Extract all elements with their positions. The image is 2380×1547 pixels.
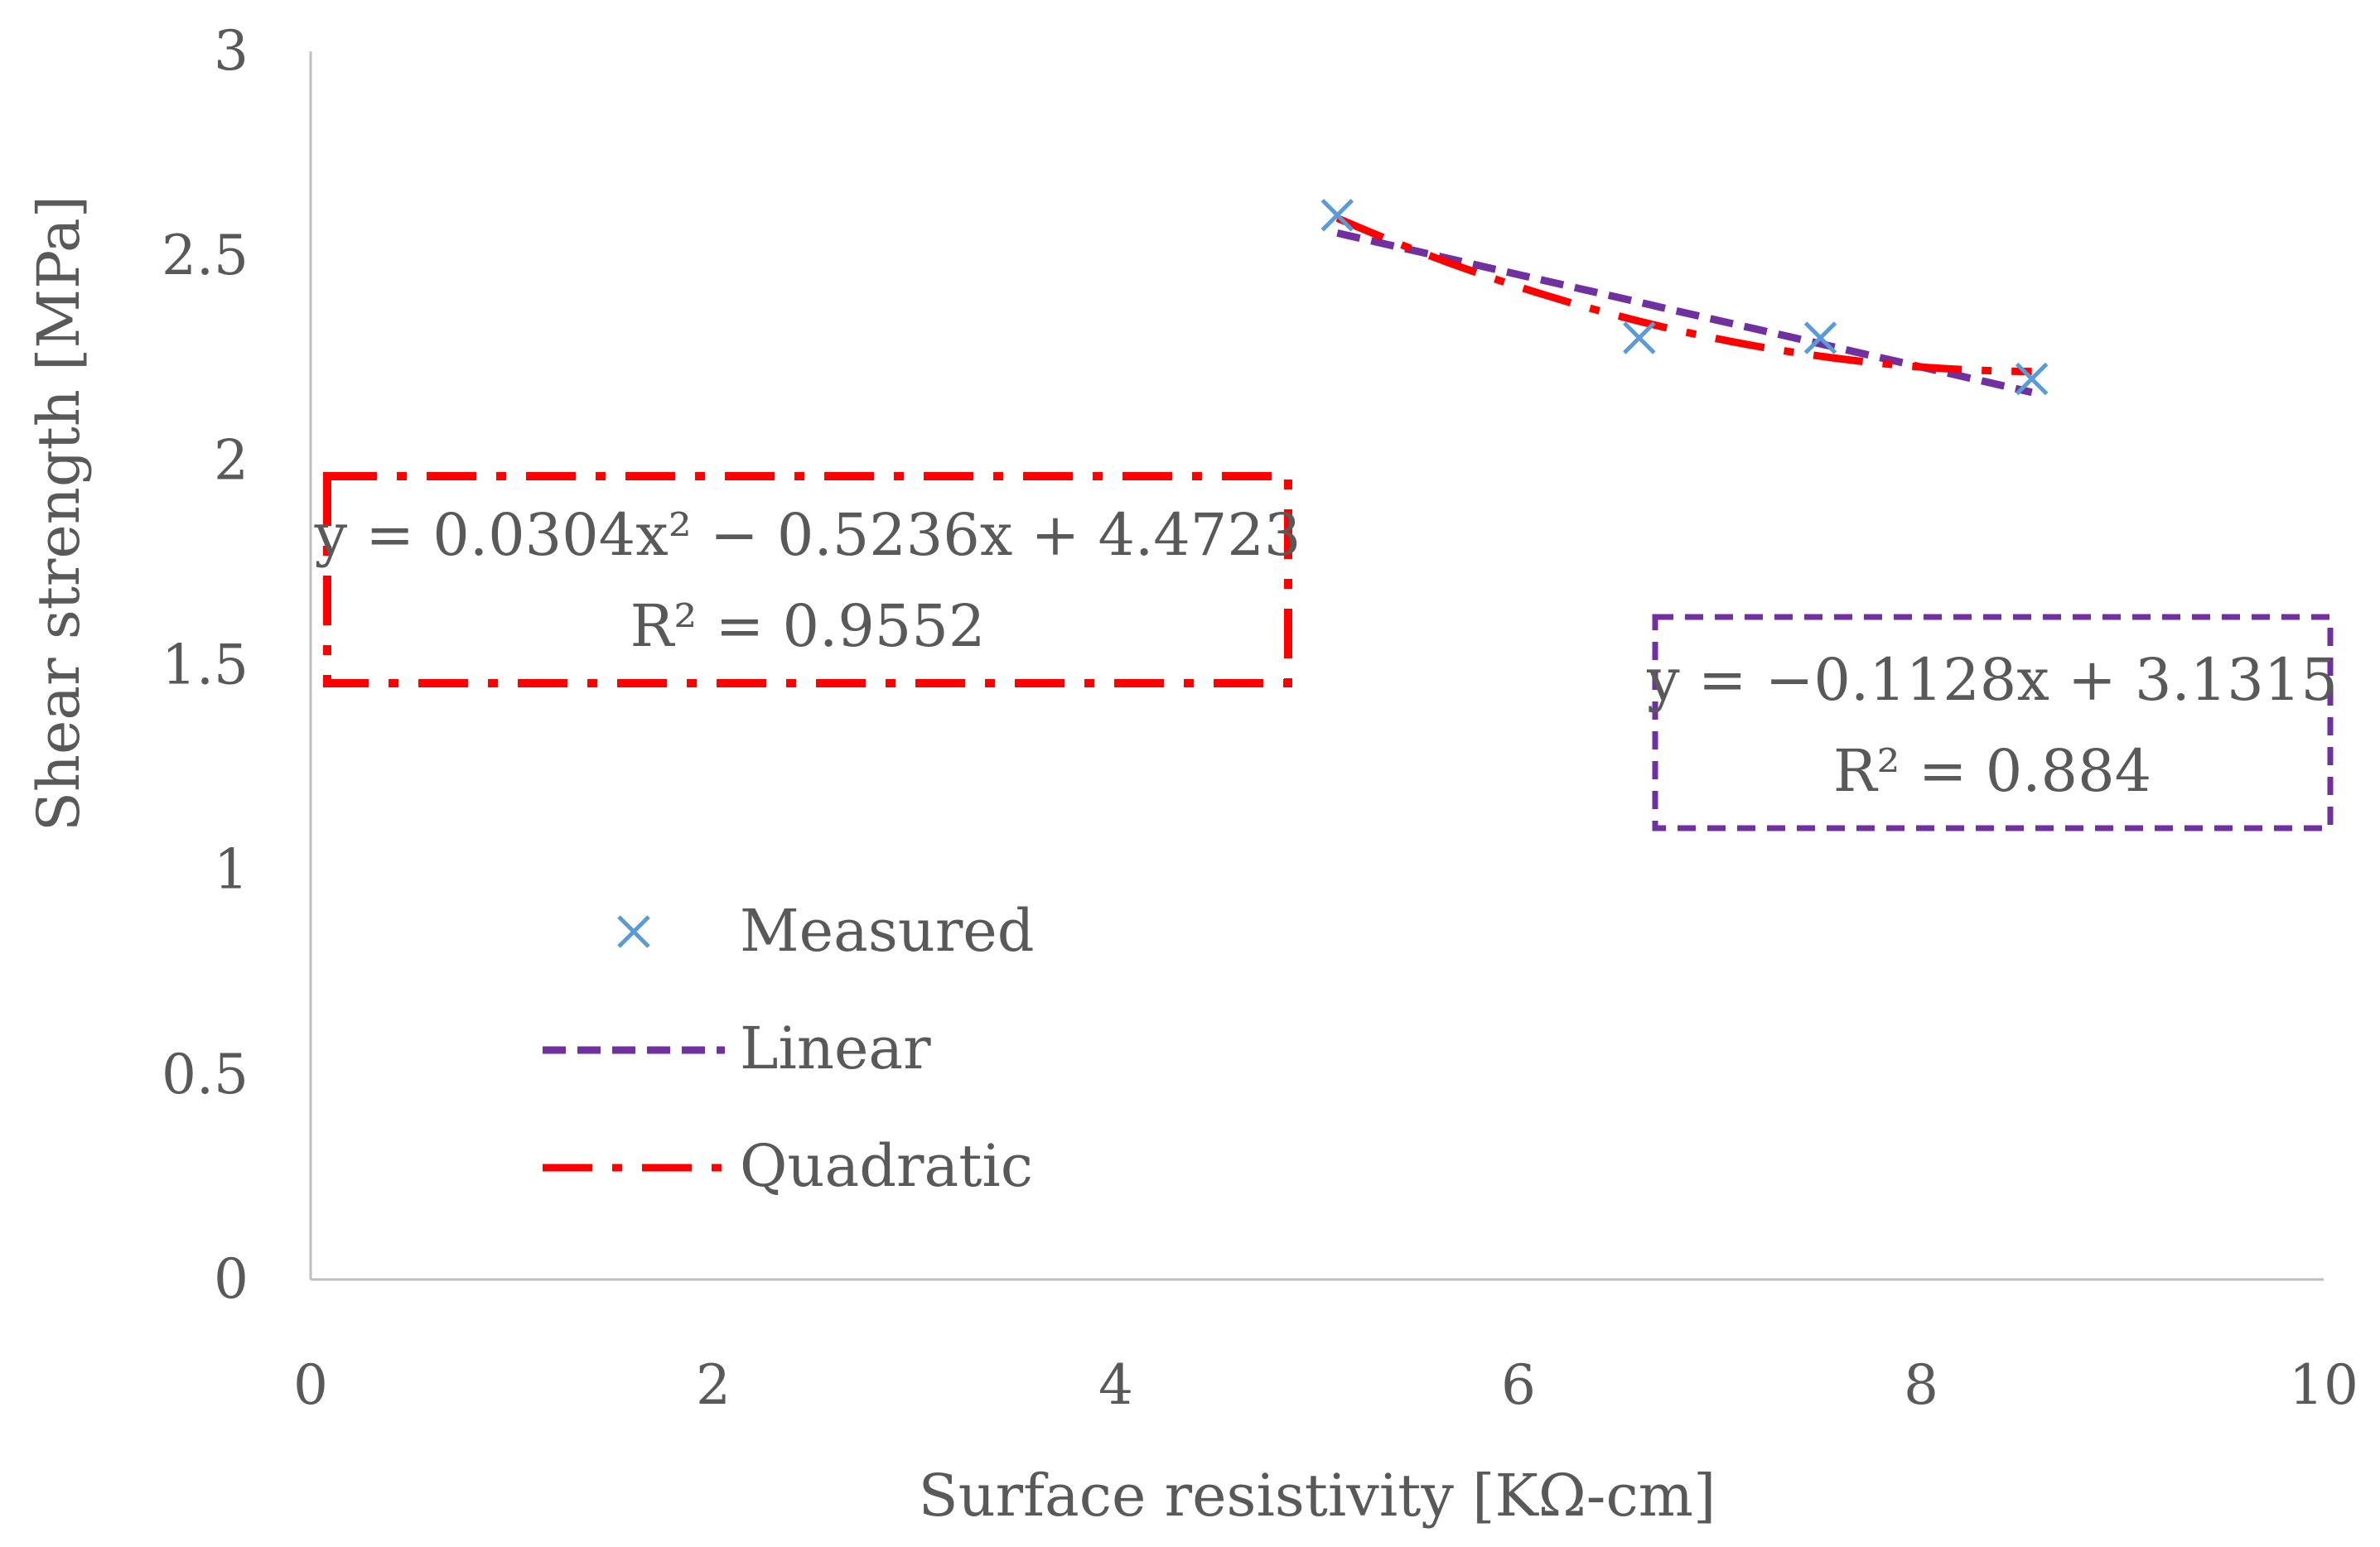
measured-point bbox=[1803, 321, 1837, 354]
quadratic-equation: y = 0.0304x² − 0.5236x + 4.4723 bbox=[314, 501, 1301, 569]
quadratic-equation-box bbox=[323, 472, 1292, 687]
y-tick-label: 2 bbox=[214, 428, 249, 492]
y-tick-label: 2.5 bbox=[162, 224, 249, 287]
x-tick-label: 4 bbox=[1098, 1353, 1133, 1417]
legend: Measured Linear Quadratic bbox=[543, 897, 1035, 1200]
y-tick-label: 0.5 bbox=[162, 1043, 249, 1106]
quadratic-r2: R² = 0.9552 bbox=[630, 592, 986, 660]
legend-quadratic-label: Quadratic bbox=[740, 1132, 1033, 1200]
y-axis-label: Shear strength [MPa] bbox=[25, 195, 93, 831]
linear-equation: y = −0.1128x + 3.1315 bbox=[1646, 646, 2338, 714]
legend-x-marker bbox=[617, 915, 650, 948]
x-tick-label: 8 bbox=[1904, 1353, 1938, 1417]
linear-equation-box bbox=[1652, 614, 2334, 831]
y-tick-label: 0 bbox=[214, 1247, 249, 1311]
measured-point bbox=[1623, 321, 1656, 354]
y-tick-label: 1 bbox=[214, 838, 249, 902]
x-axis-label: Surface resistivity [KΩ-cm] bbox=[919, 1462, 1716, 1530]
linear-r2: R² = 0.884 bbox=[1833, 737, 2151, 805]
measured-markers bbox=[1320, 198, 2049, 396]
legend-measured-label: Measured bbox=[740, 897, 1035, 965]
y-tick-label: 3 bbox=[214, 19, 249, 83]
x-tick-label: 0 bbox=[293, 1353, 328, 1417]
x-tick-label: 2 bbox=[696, 1353, 731, 1417]
x-tick-labels: 0 2 4 6 8 10 bbox=[293, 1353, 2358, 1417]
legend-measured-marker bbox=[617, 915, 650, 948]
quadratic-trendline bbox=[1335, 214, 2032, 376]
x-tick-label: 6 bbox=[1501, 1353, 1536, 1417]
y-tick-labels: 0 0.5 1 1.5 2 2.5 3 bbox=[162, 19, 249, 1311]
y-tick-label: 1.5 bbox=[162, 634, 249, 697]
x-tick-label: 10 bbox=[2289, 1353, 2358, 1417]
legend-linear-label: Linear bbox=[740, 1014, 931, 1082]
measured-point bbox=[2015, 362, 2049, 396]
measured-point bbox=[1320, 198, 1354, 232]
